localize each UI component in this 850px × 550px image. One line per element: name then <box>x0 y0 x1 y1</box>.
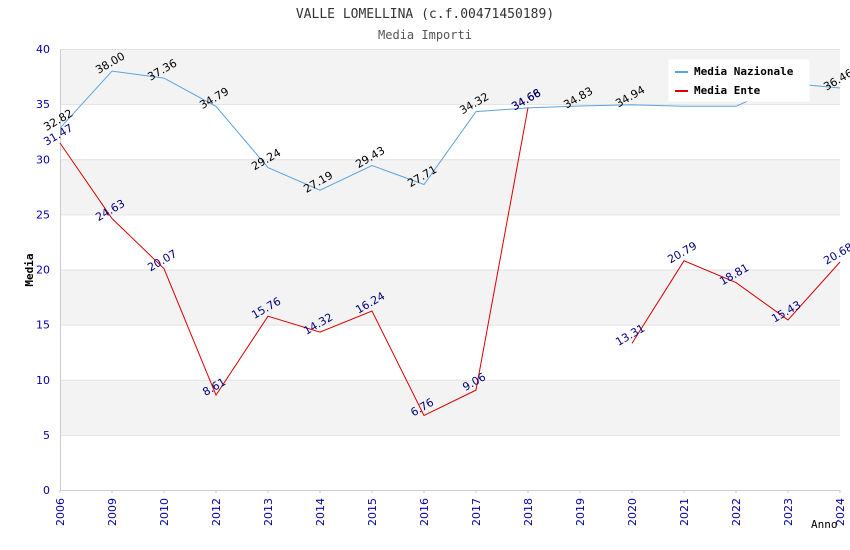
y-tick-label: 0 <box>43 484 50 497</box>
x-tick-label: 2023 <box>782 498 795 526</box>
plot-band <box>60 214 840 270</box>
x-tick-label: 2021 <box>678 498 691 526</box>
x-tick-label: 2019 <box>574 498 587 526</box>
y-tick-label: 5 <box>43 429 50 442</box>
plot-band <box>60 104 840 160</box>
legend-box <box>668 59 810 102</box>
x-tick-label: 2016 <box>418 498 431 526</box>
plot-band <box>60 324 840 380</box>
x-tick-labels: 2006 2009 2010 2012 2013 2014 2015 2016 2017 2018… <box>54 490 847 526</box>
series-line-media-ente <box>59 107 529 417</box>
x-tick-label: 2015 <box>366 498 379 526</box>
y-tick-label: 25 <box>36 208 50 221</box>
x-tick-label: 2010 <box>158 498 171 526</box>
y-tick-label: 20 <box>36 264 50 277</box>
x-tick-label: 2013 <box>262 498 275 526</box>
y-axis-label: Media <box>23 253 36 286</box>
legend: Media Nazionale Media Ente <box>668 59 810 102</box>
y-tick-label: 10 <box>36 374 50 387</box>
plot-band <box>60 379 840 435</box>
plot-band <box>60 159 840 215</box>
chart-subtitle: Media Importi <box>378 28 472 42</box>
x-tick-label: 2024 <box>834 498 847 526</box>
y-tick-label: 40 <box>36 43 50 56</box>
chart-title: VALLE LOMELLINA (c.f.00471450189) <box>296 7 554 22</box>
x-axis-label: Anno <box>811 518 838 531</box>
x-tick-label: 2009 <box>106 498 119 526</box>
plot-band <box>60 269 840 325</box>
x-tick-label: 2017 <box>470 498 483 526</box>
y-tick-label: 35 <box>36 98 50 111</box>
series-line-media-nazionale <box>59 70 841 191</box>
y-tick-label: 30 <box>36 153 50 166</box>
x-tick-label: 2006 <box>54 498 67 526</box>
x-tick-label: 2018 <box>522 498 535 526</box>
x-tick-label: 2020 <box>626 498 639 526</box>
x-tick-label: 2014 <box>314 498 327 526</box>
y-tick-labels: 0 5 10 15 20 25 30 35 40 <box>36 43 50 497</box>
legend-label-media-nazionale: Media Nazionale <box>694 65 794 78</box>
y-tick-label: 15 <box>36 319 50 332</box>
plot-band <box>60 434 840 490</box>
x-tick-label: 2012 <box>210 498 223 526</box>
legend-label-media-ente: Media Ente <box>694 84 761 97</box>
series-line-media-ente <box>631 260 841 344</box>
plot-background <box>60 49 840 490</box>
x-tick-label: 2022 <box>730 498 743 526</box>
